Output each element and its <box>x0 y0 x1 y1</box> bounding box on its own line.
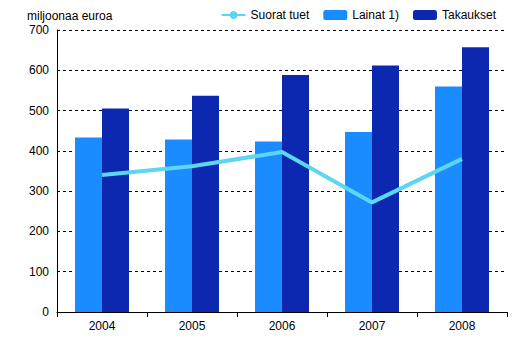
svg-text:2004: 2004 <box>89 319 116 333</box>
svg-text:700: 700 <box>29 23 49 37</box>
svg-text:miljoonaa euroa: miljoonaa euroa <box>27 9 113 23</box>
svg-text:Takaukset: Takaukset <box>442 8 497 22</box>
svg-text:Lainat 1): Lainat 1) <box>352 8 399 22</box>
svg-text:100: 100 <box>29 265 49 279</box>
svg-text:Suorat tuet: Suorat tuet <box>251 8 310 22</box>
svg-text:600: 600 <box>29 63 49 77</box>
svg-text:400: 400 <box>29 144 49 158</box>
svg-text:2008: 2008 <box>449 319 476 333</box>
svg-text:0: 0 <box>42 305 49 319</box>
svg-text:2005: 2005 <box>179 319 206 333</box>
svg-text:2006: 2006 <box>269 319 296 333</box>
svg-text:200: 200 <box>29 224 49 238</box>
svg-text:500: 500 <box>29 104 49 118</box>
svg-text:2007: 2007 <box>359 319 386 333</box>
svg-text:300: 300 <box>29 184 49 198</box>
